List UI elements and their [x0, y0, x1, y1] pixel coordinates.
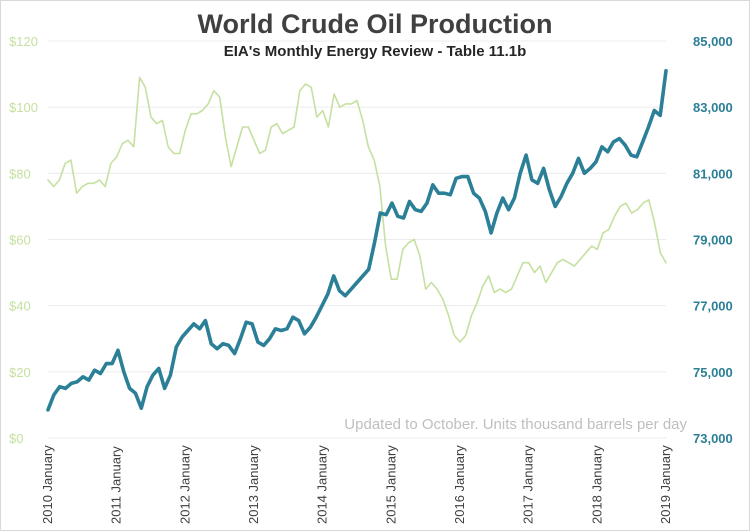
right-tick-label: 85,000: [693, 34, 733, 49]
left-tick-label: $20: [9, 365, 31, 380]
gridlines: [48, 40, 666, 439]
right-tick-label: 81,000: [693, 166, 733, 181]
price-series-line: [47, 76, 667, 343]
left-tick-label: $100: [9, 100, 38, 115]
right-tick-label: 73,000: [693, 431, 733, 446]
x-tick-label: 2016 January: [452, 445, 467, 524]
x-tick-label: 2017 January: [521, 445, 536, 524]
x-tick-label: 2012 January: [177, 445, 192, 524]
x-tick-label: 2010 January: [40, 445, 55, 524]
left-tick-label: $60: [9, 233, 31, 248]
x-axis-ticks: 2010 January 2011 January 2012 January 2013…: [40, 445, 673, 524]
left-tick-label: $120: [9, 34, 38, 49]
right-tick-label: 79,000: [693, 233, 733, 248]
right-axis-ticks: 73,000 75,000 77,000 79,000 81,000 83,000 85,0…: [693, 34, 733, 446]
x-tick-label: 2011 January: [109, 446, 124, 524]
left-tick-label: $40: [9, 299, 31, 314]
series-layer: [46, 69, 668, 412]
right-tick-label: 75,000: [693, 365, 733, 380]
chart-subtitle: EIA's Monthly Energy Review - Table 11.1…: [224, 43, 527, 60]
left-tick-label: $80: [9, 166, 31, 181]
chart-title: World Crude Oil Production: [198, 9, 553, 39]
left-tick-label: $0: [9, 431, 23, 446]
right-tick-label: 77,000: [693, 299, 733, 314]
chart-note: Updated to October. Units thousand barre…: [344, 416, 687, 433]
x-tick-label: 2018 January: [589, 445, 604, 524]
left-axis-ticks: $0 $20 $40 $60 $80 $100 $120: [9, 34, 38, 446]
right-tick-label: 83,000: [693, 100, 733, 115]
x-tick-label: 2014 January: [315, 445, 330, 524]
production-series-line: [46, 69, 668, 412]
x-tick-label: 2015 January: [383, 445, 398, 524]
x-tick-label: 2013 January: [246, 445, 261, 524]
x-tick-label: 2019 January: [658, 445, 673, 524]
